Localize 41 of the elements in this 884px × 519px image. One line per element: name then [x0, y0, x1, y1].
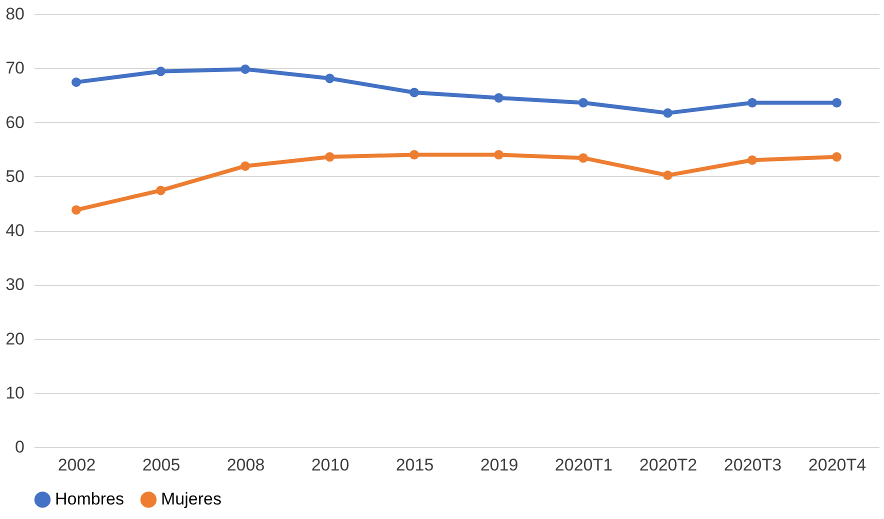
legend-label: Mujeres: [161, 490, 222, 509]
y-tick-label: 0: [15, 438, 24, 456]
y-tick-label: 60: [6, 112, 24, 132]
x-tick-label: 2020T2: [639, 456, 698, 474]
y-tick-label: 20: [6, 329, 24, 348]
point: [832, 152, 842, 162]
point: [410, 88, 419, 98]
point: [156, 186, 166, 196]
y-tick-label: 70: [6, 58, 24, 78]
point: [748, 155, 757, 165]
point: [325, 152, 334, 162]
point: [663, 108, 672, 118]
y-tick-label: 30: [6, 275, 24, 294]
point: [240, 161, 250, 171]
point: [72, 205, 81, 215]
x-tick-label: 2010: [311, 456, 350, 474]
point: [578, 98, 588, 108]
point: [156, 66, 166, 76]
point: [240, 64, 250, 74]
point: [663, 170, 672, 180]
x-tick-label: 2020T1: [554, 456, 613, 474]
y-tick-label: 40: [6, 221, 24, 240]
point: [832, 98, 842, 108]
point: [578, 153, 588, 163]
x-tick-label: 2020T4: [808, 456, 866, 474]
point: [72, 77, 81, 87]
y-tick-label: 10: [6, 383, 24, 402]
x-tick-label: 2019: [480, 456, 518, 474]
point: [410, 150, 419, 160]
point: [325, 74, 334, 84]
legend-label: Hombres: [55, 490, 124, 509]
x-tick-label: 2008: [226, 456, 265, 474]
point: [494, 150, 504, 160]
point: [748, 98, 757, 108]
x-tick-label: 2020T3: [724, 456, 782, 474]
x-tick-label: 2002: [58, 456, 96, 474]
point: [494, 93, 504, 103]
x-tick-label: 2015: [396, 456, 434, 474]
x-tick-label: 2005: [142, 456, 180, 474]
y-tick-label: 80: [6, 4, 24, 24]
y-tick-label: 50: [6, 166, 24, 186]
